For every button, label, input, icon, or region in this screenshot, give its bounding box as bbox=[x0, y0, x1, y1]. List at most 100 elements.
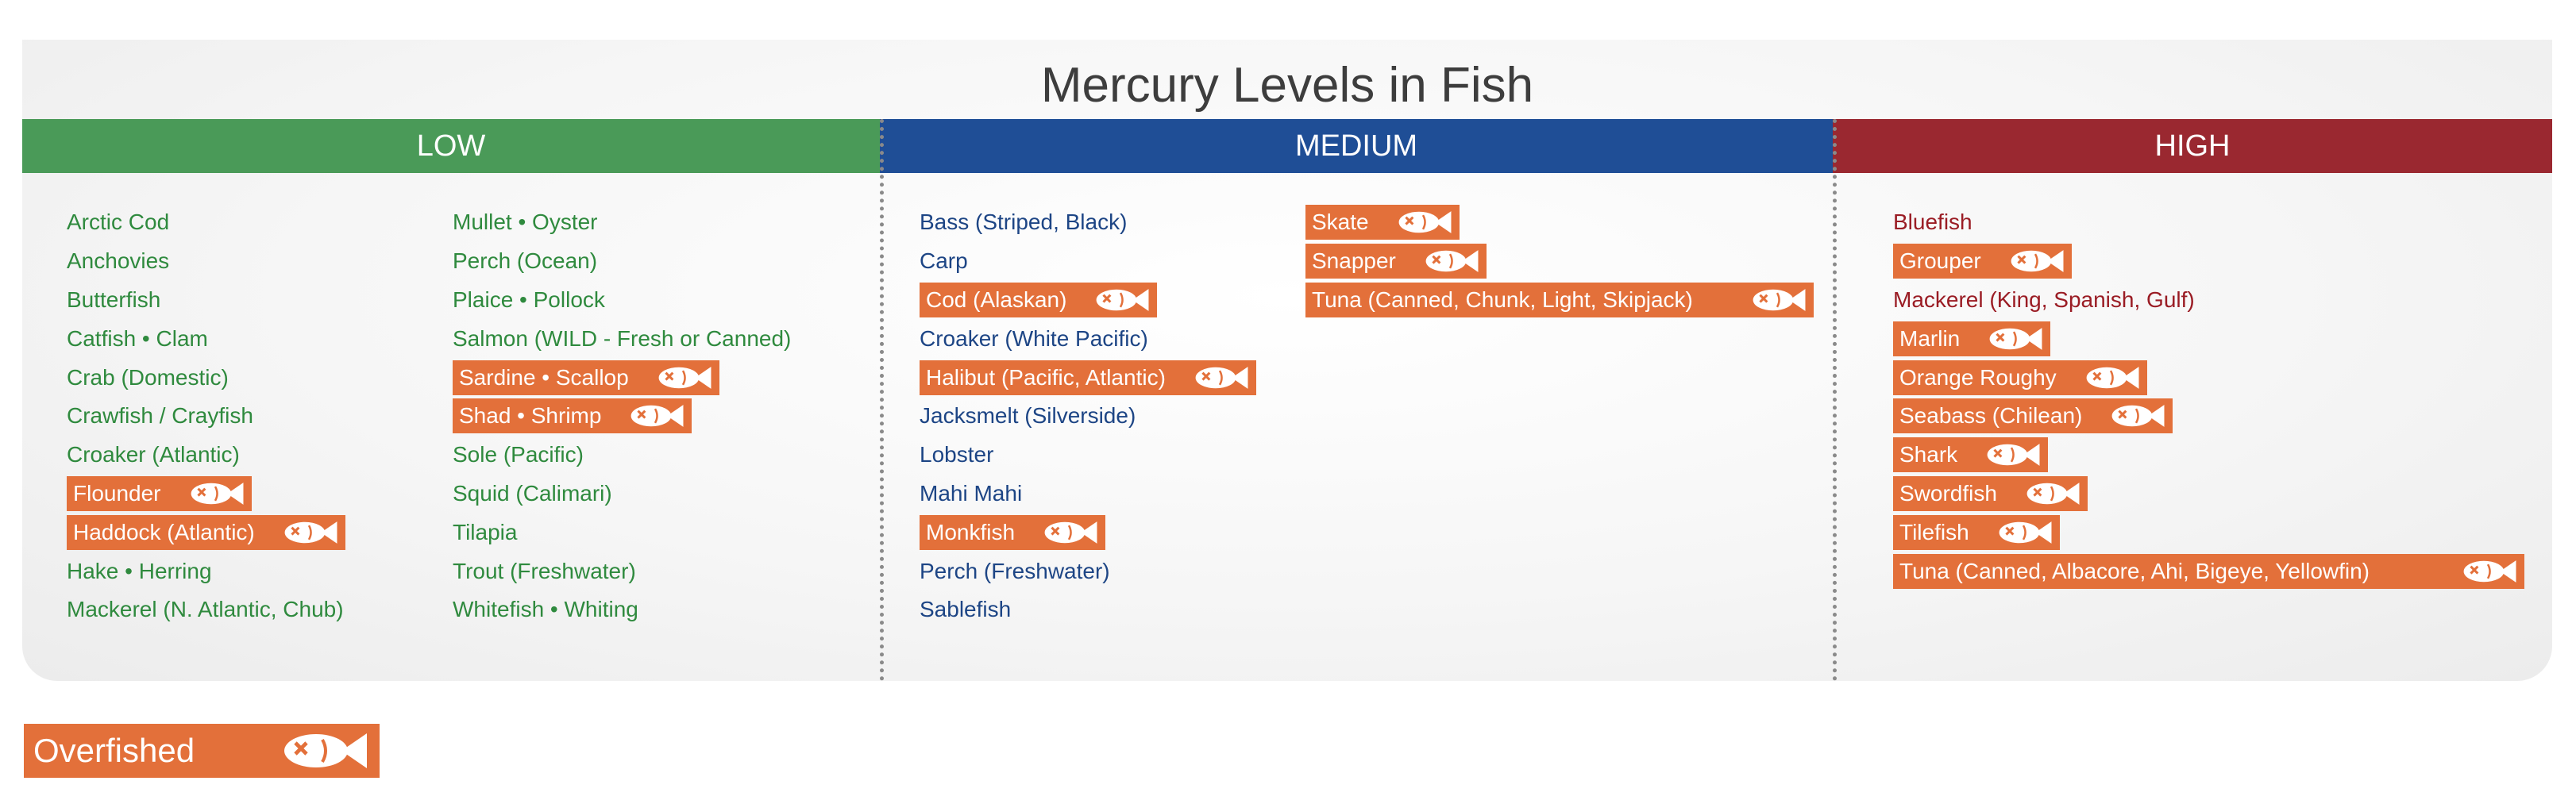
header-high: HIGH bbox=[1833, 119, 2552, 173]
fish-list-item: Cod (Alaskan) bbox=[920, 281, 1256, 320]
overfished-fish-tag: Swordfish bbox=[1893, 475, 2088, 511]
dead-fish-icon bbox=[2080, 364, 2141, 391]
divider-medium-high bbox=[1833, 119, 1837, 681]
fish-list-item: Perch (Ocean) bbox=[453, 242, 791, 281]
fish-name: Anchovies bbox=[67, 248, 170, 274]
fish-list-item: Sablefish bbox=[920, 590, 1256, 629]
overfished-fish-tag: Grouper bbox=[1893, 244, 2072, 279]
overfished-fish-tag: Tuna (Canned, Albacore, Ahi, Bigeye, Yel… bbox=[1893, 553, 2524, 589]
fish-list-item: Marlin bbox=[1893, 319, 2524, 358]
fish-list-item: Crab (Domestic) bbox=[67, 358, 345, 397]
overfished-fish-tag: Halibut (Pacific, Atlantic) bbox=[920, 360, 1256, 395]
fish-list-item: Skate bbox=[1305, 203, 1814, 242]
fish-list-item: Croaker (White Pacific) bbox=[920, 319, 1256, 358]
header-medium: MEDIUM bbox=[880, 119, 1833, 173]
low-column-2: Mullet • Oyster Perch (Ocean) Plaice • Pol… bbox=[453, 203, 791, 629]
fish-name: Skate bbox=[1312, 210, 1369, 235]
fish-name: Shark bbox=[1899, 442, 1958, 467]
fish-list-item: Tilapia bbox=[453, 513, 791, 552]
dead-fish-icon bbox=[1090, 287, 1151, 313]
overfished-fish-tag: Tuna (Canned, Chunk, Light, Skipjack) bbox=[1305, 282, 1814, 317]
fish-list-item: Tuna (Canned, Chunk, Light, Skipjack) bbox=[1305, 281, 1814, 320]
fish-name: Crawfish / Crayfish bbox=[67, 403, 253, 429]
fish-name: Tilapia bbox=[453, 519, 518, 544]
fish-list-item: Shad • Shrimp bbox=[453, 397, 791, 436]
fish-name: Mackerel (King, Spanish, Gulf) bbox=[1893, 287, 2195, 312]
low-column-1: Arctic Cod Anchovies Butterfish Catfish • C… bbox=[67, 203, 345, 629]
fish-list-item: Mackerel (King, Spanish, Gulf) bbox=[1893, 281, 2524, 320]
fish-name: Sole (Pacific) bbox=[453, 442, 584, 467]
fish-name: Squid (Calimari) bbox=[453, 480, 612, 506]
fish-list-item: Sole (Pacific) bbox=[453, 436, 791, 475]
fish-name: Jacksmelt (Silverside) bbox=[920, 403, 1136, 429]
fish-list-item: Whitefish • Whiting bbox=[453, 590, 791, 629]
overfished-fish-tag: Monkfish bbox=[920, 514, 1105, 550]
fish-name: Hake • Herring bbox=[67, 558, 212, 583]
fish-list-item: Trout (Freshwater) bbox=[453, 552, 791, 590]
fish-name: Catfish • Clam bbox=[67, 325, 208, 351]
fish-name: Carp bbox=[920, 248, 968, 274]
fish-name: Trout (Freshwater) bbox=[453, 558, 636, 583]
fish-list-item: Swordfish bbox=[1893, 475, 2524, 513]
fish-list-item: Mahi Mahi bbox=[920, 475, 1256, 513]
dead-fish-icon bbox=[1393, 209, 1453, 236]
fish-name: Salmon (WILD - Fresh or Canned) bbox=[453, 325, 792, 351]
fish-name: Sardine • Scallop bbox=[459, 364, 629, 390]
fish-list-item: Butterfish bbox=[67, 281, 345, 320]
fish-name: Crab (Domestic) bbox=[67, 364, 229, 390]
fish-list-item: Lobster bbox=[920, 436, 1256, 475]
overfished-fish-tag: Sardine • Scallop bbox=[453, 360, 719, 395]
fish-list-item: Arctic Cod bbox=[67, 203, 345, 242]
overfished-fish-tag: Haddock (Atlantic) bbox=[67, 514, 345, 550]
fish-list-item: Bluefish bbox=[1893, 203, 2524, 242]
overfished-fish-tag: Tilefish bbox=[1893, 514, 2060, 550]
fish-name: Whitefish • Whiting bbox=[453, 597, 638, 622]
fish-list-item: Mullet • Oyster bbox=[453, 203, 791, 242]
fish-list-item: Jacksmelt (Silverside) bbox=[920, 397, 1256, 436]
fish-list-item: Tilefish bbox=[1893, 513, 2524, 552]
fish-list-item: Plaice • Pollock bbox=[453, 281, 791, 320]
dead-fish-icon bbox=[625, 402, 685, 429]
dead-fish-icon bbox=[1981, 441, 2042, 468]
overfished-fish-tag: Seabass (Chilean) bbox=[1893, 398, 2173, 434]
fish-list-item: Seabass (Chilean) bbox=[1893, 397, 2524, 436]
fish-list-item: Squid (Calimari) bbox=[453, 475, 791, 513]
fish-list-item: Monkfish bbox=[920, 513, 1256, 552]
fish-name: Butterfish bbox=[67, 287, 161, 312]
dead-fish-icon bbox=[1420, 248, 1480, 275]
medium-column-2: Skate Snapper Tuna (Canned, Chunk, Light, … bbox=[1305, 203, 1814, 319]
dead-fish-icon bbox=[185, 480, 245, 507]
fish-name: Mackerel (N. Atlantic, Chub) bbox=[67, 597, 344, 622]
fish-list-item: Crawfish / Crayfish bbox=[67, 397, 345, 436]
fish-name: Perch (Freshwater) bbox=[920, 558, 1110, 583]
fish-list-item: Bass (Striped, Black) bbox=[920, 203, 1256, 242]
fish-name: Shad • Shrimp bbox=[459, 403, 602, 429]
fish-list-item: Sardine • Scallop bbox=[453, 358, 791, 397]
fish-list-item: Croaker (Atlantic) bbox=[67, 436, 345, 475]
fish-name: Mahi Mahi bbox=[920, 480, 1023, 506]
dead-fish-icon bbox=[1747, 287, 1807, 313]
overfished-fish-tag: Flounder bbox=[67, 475, 252, 511]
fish-list-item: Anchovies bbox=[67, 242, 345, 281]
fish-name: Croaker (White Pacific) bbox=[920, 325, 1148, 351]
fish-list-item: Orange Roughy bbox=[1893, 358, 2524, 397]
fish-name: Marlin bbox=[1899, 325, 1961, 351]
dead-fish-icon bbox=[2021, 480, 2081, 507]
fish-name: Snapper bbox=[1312, 248, 1396, 274]
fish-list-item: Perch (Freshwater) bbox=[920, 552, 1256, 590]
overfished-fish-tag: Snapper bbox=[1305, 244, 1487, 279]
fish-list-item: Hake • Herring bbox=[67, 552, 345, 590]
high-column-1: Bluefish Grouper Mackerel (King, Spanish, … bbox=[1893, 203, 2524, 590]
fish-list-item: Shark bbox=[1893, 436, 2524, 475]
overfished-fish-tag: Orange Roughy bbox=[1893, 360, 2147, 395]
overfished-legend-label: Overfished bbox=[33, 732, 195, 769]
fish-list-item: Catfish • Clam bbox=[67, 319, 345, 358]
fish-name: Monkfish bbox=[926, 519, 1016, 544]
fish-name: Seabass (Chilean) bbox=[1899, 403, 2083, 429]
overfished-fish-tag: Skate bbox=[1305, 205, 1460, 240]
fish-list-item: Snapper bbox=[1305, 242, 1814, 281]
overfished-fish-tag: Shark bbox=[1893, 437, 2048, 473]
dead-fish-icon bbox=[275, 729, 370, 772]
fish-name: Croaker (Atlantic) bbox=[67, 442, 240, 467]
fish-name: Lobster bbox=[920, 442, 994, 467]
